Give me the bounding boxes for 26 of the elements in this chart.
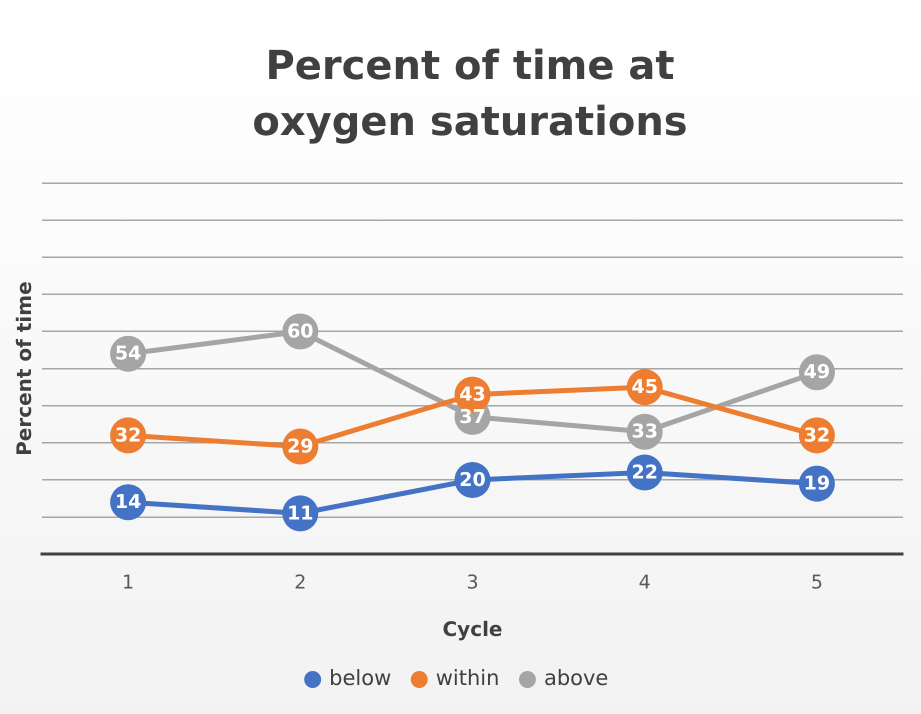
data-label: 22	[631, 461, 658, 484]
chart-title: Percent of time at oxygen saturations	[251, 42, 689, 147]
data-label: 32	[114, 424, 142, 446]
data-label: 54	[114, 342, 142, 365]
y-axis-title: Percent of time	[12, 281, 36, 456]
data-label: 49	[804, 361, 830, 384]
data-label: 37	[459, 406, 486, 428]
data-label: 60	[287, 320, 314, 342]
data-label: 29	[287, 435, 314, 458]
data-label: 32	[804, 424, 830, 446]
data-label: 19	[804, 472, 830, 495]
data-label: 43	[459, 384, 486, 406]
data-label: 11	[287, 502, 314, 524]
x-tick-label: 3	[466, 572, 479, 594]
data-label: 45	[631, 376, 658, 398]
x-tick-label: 1	[122, 572, 134, 594]
data-label: 14	[114, 491, 142, 514]
legend-label: below	[329, 666, 392, 690]
data-label: 20	[459, 468, 486, 491]
x-tick-label: 4	[638, 572, 651, 594]
legend-label: above	[544, 666, 608, 690]
x-axis-title: Cycle	[442, 617, 502, 642]
data-label: 33	[631, 420, 658, 443]
x-tick-label: 2	[294, 572, 306, 594]
x-tick-label: 5	[810, 572, 823, 594]
legend-label: within	[436, 666, 500, 690]
